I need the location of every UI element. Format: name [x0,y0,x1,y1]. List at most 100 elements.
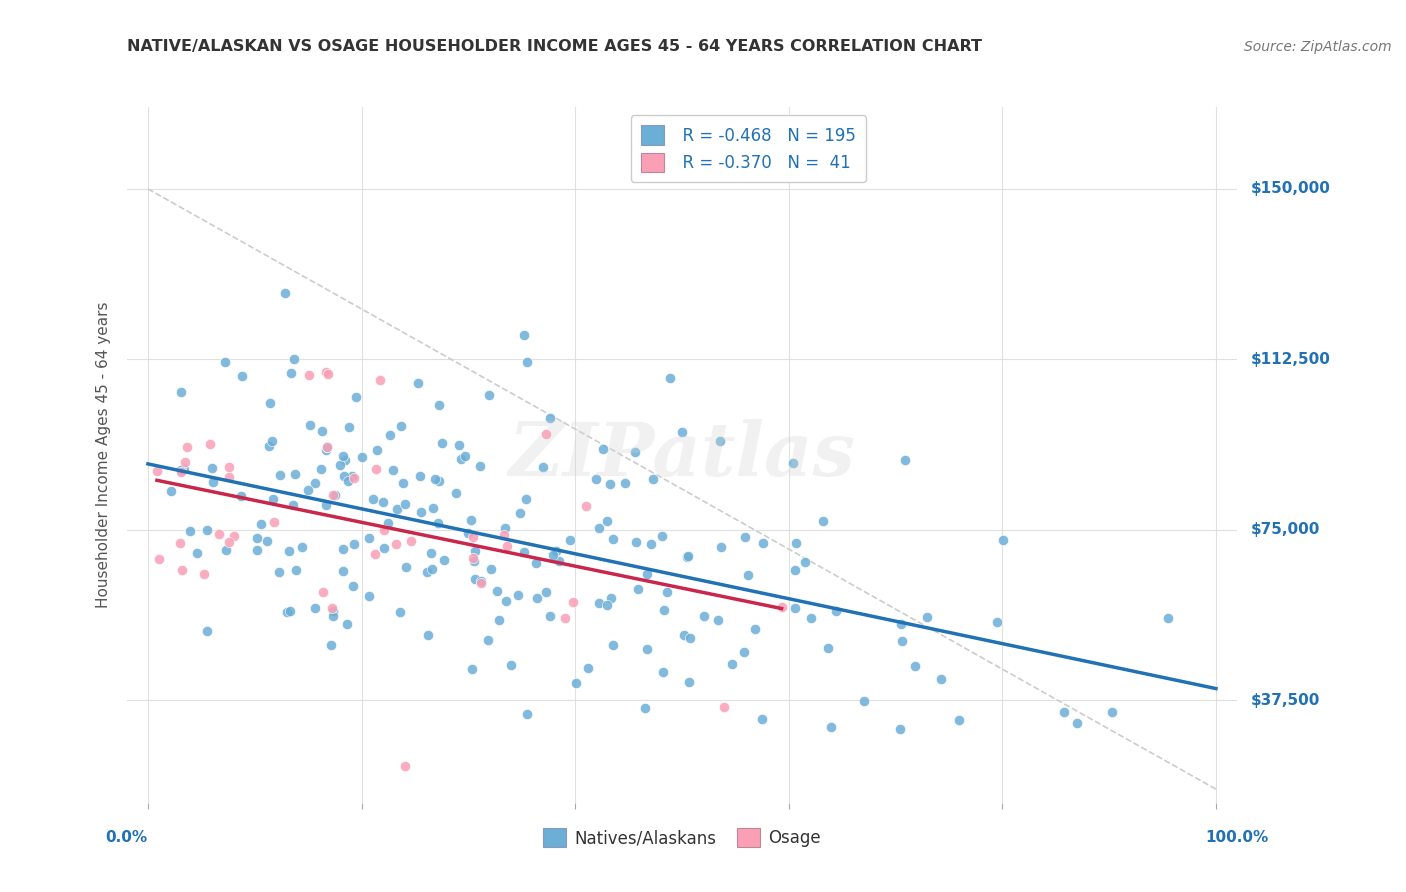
Point [915,610,938,624]
Point [526,591,548,606]
Point [276,605,298,619]
Point [671,425,693,439]
Point [172,563,194,577]
Point [392,475,415,490]
Point [692,608,714,623]
Point [337,474,360,488]
Point [409,469,432,483]
Point [770,599,793,614]
Point [706,613,728,627]
Point [585,472,607,486]
Point [565,676,588,690]
Point [214,355,236,369]
Point [1066,715,1088,730]
Point [576,660,599,674]
Point [651,665,673,679]
Point [333,453,356,467]
Text: ZIPatlas: ZIPatlas [509,418,855,491]
Point [218,459,240,474]
Point [373,495,395,509]
Point [340,469,363,483]
Point [820,720,842,734]
Point [599,591,621,606]
Point [596,514,619,528]
Point [494,521,516,535]
Point [426,516,449,530]
Point [364,462,387,476]
Point [309,462,332,476]
Point [257,440,280,454]
Point [332,449,354,463]
Text: $112,500: $112,500 [1251,352,1331,367]
Point [278,604,301,618]
Point [544,544,567,558]
Point [494,528,516,542]
Text: 0.0%: 0.0% [105,830,148,845]
Point [215,542,238,557]
Point [274,286,297,301]
Point [262,434,284,449]
Point [624,444,647,458]
Point [373,523,395,537]
Point [627,582,650,596]
Point [785,563,807,577]
Point [378,428,401,442]
Point [389,605,412,619]
Point [673,628,696,642]
Point [316,440,339,454]
Point [931,673,953,687]
Point [464,544,486,558]
Point [737,568,759,582]
Point [280,366,302,380]
Point [332,564,354,578]
Point [721,657,744,671]
Point [208,527,231,541]
Point [159,484,181,499]
Point [464,572,486,586]
Point [825,604,848,618]
Point [752,536,775,550]
Point [948,713,970,727]
Point [890,633,912,648]
Point [262,492,284,507]
Point [420,562,443,576]
Point [481,562,503,576]
Text: $37,500: $37,500 [1251,693,1320,708]
Point [357,531,380,545]
Point [676,549,699,563]
Point [321,638,343,652]
Point [1157,611,1180,625]
Point [640,536,662,550]
Point [558,533,581,548]
Point [174,455,197,469]
Text: $150,000: $150,000 [1251,181,1331,196]
Point [461,663,484,677]
Point [513,327,536,342]
Point [337,420,360,434]
Point [218,469,240,483]
Point [357,589,380,603]
Point [350,450,373,465]
Point [444,486,467,500]
Point [416,566,439,580]
Point [322,488,344,502]
Point [709,434,731,448]
Point [461,530,484,544]
Legend: Natives/Alaskans, Osage: Natives/Alaskans, Osage [533,818,831,857]
Point [516,707,538,722]
Point [361,492,384,507]
Text: 100.0%: 100.0% [1206,830,1268,845]
Point [343,471,366,485]
Point [817,641,839,656]
Point [463,554,485,568]
Point [679,631,702,645]
Point [624,535,647,549]
Point [499,658,522,673]
Point [195,624,218,639]
Point [460,513,482,527]
Point [336,617,359,632]
Point [406,376,429,390]
Point [785,536,807,550]
Point [416,627,439,641]
Point [457,525,479,540]
